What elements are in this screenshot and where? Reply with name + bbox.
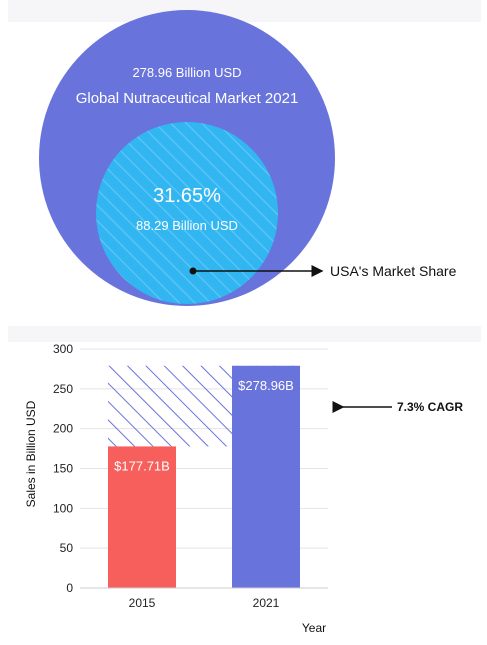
bar-chart: 0 50 100 150 200 250 300 $177.71B $278.96B 2015… [24,342,463,635]
inner-circle-hatch [96,122,278,304]
bar-2021 [232,365,300,588]
usa-share-annotation: USA's Market Share [330,263,457,279]
bar-2015 [108,446,176,588]
data-label-2021: $278.96B [238,378,294,393]
outer-title-label: Global Nutraceutical Market 2021 [76,90,299,107]
x-tick-label: 2021 [253,596,280,610]
bars: $177.71B $278.96B [108,365,300,588]
y-tick-label: 250 [53,382,73,396]
y-tick-label: 0 [66,581,73,595]
y-tick-label: 150 [53,462,73,476]
y-axis-ticks: 0 50 100 150 200 250 300 [53,342,73,595]
inner-percent-label: 31.65% [153,185,221,207]
annotation-dot [189,267,197,275]
bubble-chart: 278.96 Billion USD Global Nutraceutical … [39,10,457,306]
y-tick-label: 50 [60,541,74,555]
inner-value-label: 88.29 Billion USD [136,218,238,233]
y-axis-label: Sales in Billion USD [24,400,38,507]
x-tick-label: 2015 [129,596,156,610]
top-strip [8,0,481,22]
divider-strip [8,326,481,342]
y-tick-label: 100 [53,501,73,515]
y-tick-label: 200 [53,422,73,436]
cagr-annotation: 7.3% CAGR [397,400,463,414]
y-tick-label: 300 [53,342,73,356]
x-axis-label: Year [302,621,326,635]
x-axis-ticks: 2015 2021 [129,596,280,610]
data-label-2015: $177.71B [114,458,170,473]
outer-value-label: 278.96 Billion USD [132,65,241,80]
